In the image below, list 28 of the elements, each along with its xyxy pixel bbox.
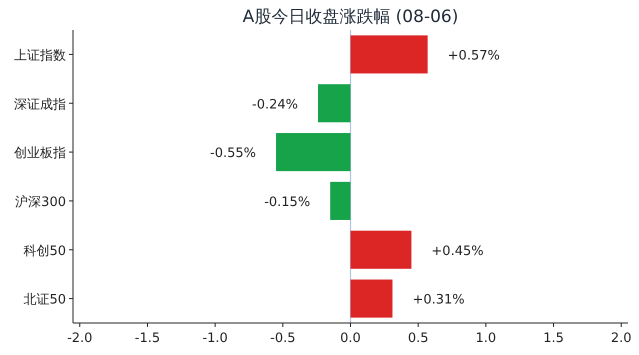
bar xyxy=(330,182,350,220)
data-label: -0.24% xyxy=(252,97,298,112)
x-tick-label: -1.0 xyxy=(202,331,228,346)
bar xyxy=(318,84,350,122)
data-label: +0.57% xyxy=(448,48,500,64)
y-tick-label: 北证50 xyxy=(23,292,66,308)
y-tick-label: 上证指数 xyxy=(14,48,66,64)
x-tick-label: 1.0 xyxy=(476,331,496,346)
y-tick-label: 科创50 xyxy=(23,244,66,259)
x-tick-label: 2.0 xyxy=(610,331,632,346)
bar xyxy=(350,35,428,74)
data-label: +0.45% xyxy=(431,244,484,259)
x-tick-label: -0.5 xyxy=(270,331,296,346)
x-tick-label: 0.5 xyxy=(408,331,429,346)
x-tick-label: 0.0 xyxy=(340,331,361,346)
y-tick-label: 创业板指 xyxy=(14,146,66,162)
y-tick-label: 沪深300 xyxy=(15,194,66,210)
x-tick-label: -1.5 xyxy=(134,331,160,346)
x-tick-label: 1.5 xyxy=(543,331,564,346)
y-tick-label: 深证成指 xyxy=(14,97,66,112)
bar xyxy=(276,133,350,172)
chart-title: A股今日收盘涨跌幅 (08-06) xyxy=(242,7,458,27)
x-tick-label: -2.0 xyxy=(67,331,92,346)
data-label: +0.31% xyxy=(412,292,465,308)
data-label: -0.55% xyxy=(210,146,256,162)
bar xyxy=(350,280,392,318)
bar xyxy=(350,230,412,269)
data-label: -0.15% xyxy=(264,194,310,210)
